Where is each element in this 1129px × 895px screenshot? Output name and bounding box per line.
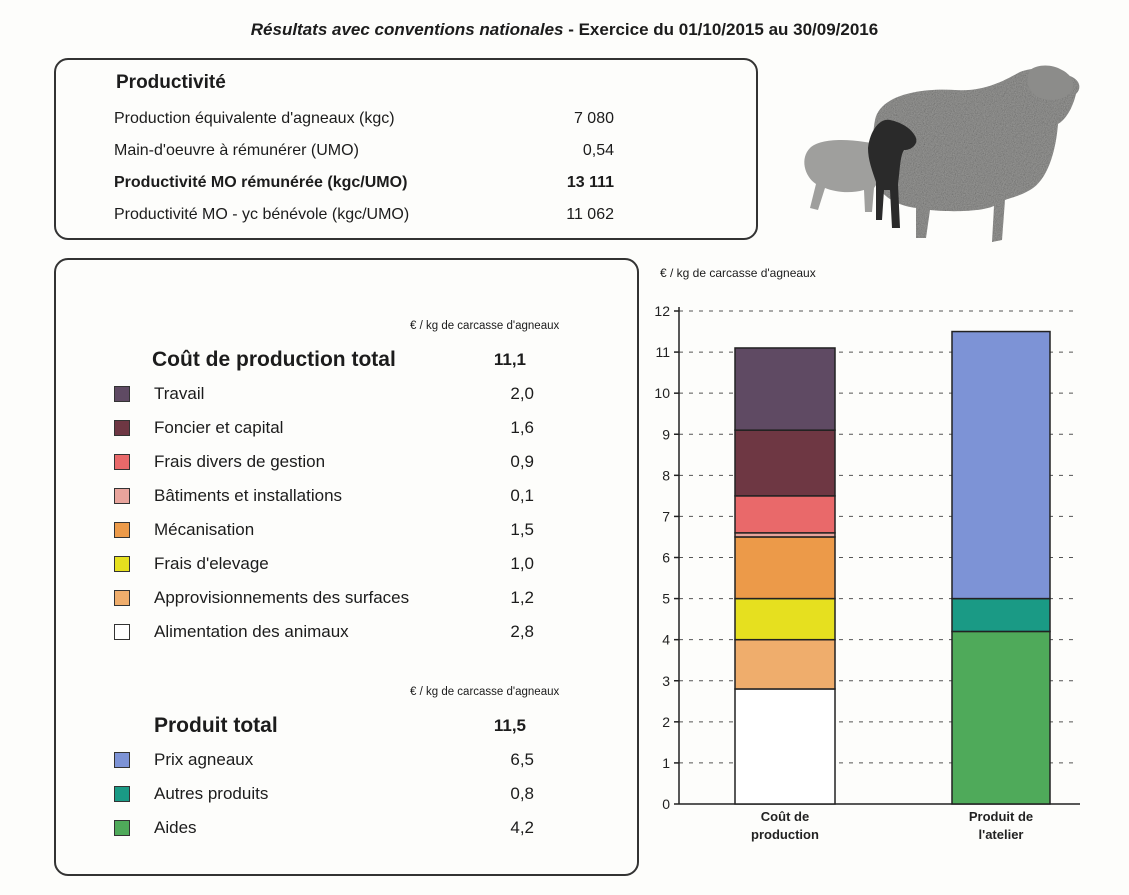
cost-total-title: Coût de production total [152, 348, 396, 371]
bar-segment [951, 630, 1051, 805]
legend-label: Frais d'elevage [154, 554, 269, 573]
productivity-row-production: Production équivalente d'agneaux (kgc) 7… [114, 110, 614, 132]
header-title: Résultats avec conventions nationales [250, 20, 564, 39]
legend-value: 1,0 [510, 554, 534, 573]
bar-segment [734, 495, 836, 534]
cost-total-value: 11,1 [493, 350, 526, 369]
y-tick-label: 9 [662, 426, 670, 442]
legend-item-aides: Aides 4,2 [114, 818, 534, 842]
y-tick-label: 6 [662, 550, 670, 566]
legend-swatch [114, 420, 130, 436]
y-tick-label: 4 [662, 632, 670, 648]
x-category-label: Produit de [969, 809, 1033, 824]
bar-segment [734, 429, 836, 497]
legend-item-foncier: Foncier et capital 1,6 [114, 418, 534, 442]
legend-label: Approvisionnements des surfaces [154, 588, 410, 607]
legend-item-mecanisation: Mécanisation 1,5 [114, 520, 534, 544]
productivity-label: Production équivalente d'agneaux (kgc) [114, 110, 395, 127]
legend-label: Travail [154, 384, 205, 403]
productivity-row-total-labour: Productivité MO - yc bénévole (kgc/UMO) … [114, 206, 614, 228]
legend-label: Alimentation des animaux [154, 622, 349, 641]
legend-swatch [114, 454, 130, 470]
legend-label: Mécanisation [154, 520, 255, 539]
y-tick-label: 7 [662, 508, 670, 524]
productivity-heading: Productivité [116, 72, 226, 93]
page-header: Résultats avec conventions nationales - … [0, 20, 1129, 40]
legend-swatch [114, 624, 130, 640]
productivity-value: 13 111 [566, 174, 614, 191]
legend-swatch [114, 590, 130, 606]
y-tick-label: 12 [654, 303, 670, 319]
legend-value: 1,2 [510, 588, 534, 607]
productivity-label: Productivité MO rémunérée (kgc/UMO) [114, 174, 408, 191]
legend-item-approvisionnements: Approvisionnements des surfaces 1,2 [114, 588, 534, 612]
productivity-row-labour: Main-d'oeuvre à rémunérer (UMO) 0,54 [114, 142, 614, 164]
bar-segment [734, 597, 836, 641]
productivity-label: Main-d'oeuvre à rémunérer (UMO) [114, 142, 359, 159]
cost-legend-panel: € / kg de carcasse d'agneaux Coût de pro… [54, 258, 639, 876]
legend-value: 2,8 [510, 622, 534, 641]
legend-value: 4,2 [510, 818, 534, 837]
y-tick-label: 1 [662, 755, 670, 771]
legend-label: Frais divers de gestion [154, 452, 326, 471]
productivity-row-paid-labour: Productivité MO rémunérée (kgc/UMO) 13 1… [114, 174, 614, 196]
legend-item-prix-agneaux: Prix agneaux 6,5 [114, 750, 534, 774]
legend-swatch [114, 488, 130, 504]
productivity-value: 0,54 [582, 142, 614, 159]
bar-segment [951, 330, 1051, 600]
chart-y-unit-label: € / kg de carcasse d'agneaux [660, 266, 816, 280]
legend-swatch [114, 556, 130, 572]
y-tick-label: 5 [662, 591, 670, 607]
x-category-label: production [751, 827, 819, 842]
legend-label: Bâtiments et installations [154, 486, 343, 505]
legend-value: 6,5 [510, 750, 534, 769]
bar-segment [951, 597, 1051, 633]
legend-label: Autres produits [154, 784, 269, 803]
legend-item-frais-divers: Frais divers de gestion 0,9 [114, 452, 534, 476]
legend-value: 1,5 [510, 520, 534, 539]
legend-item-frais-elevage: Frais d'elevage 1,0 [114, 554, 534, 578]
legend-item-alimentation: Alimentation des animaux 2,8 [114, 622, 534, 646]
legend-swatch [114, 522, 130, 538]
productivity-value: 7 080 [573, 110, 614, 127]
legend-value: 0,8 [510, 784, 534, 803]
y-tick-label: 8 [662, 467, 670, 483]
legend-label: Aides [154, 818, 197, 837]
legend-label: Foncier et capital [154, 418, 284, 437]
y-tick-label: 10 [654, 385, 670, 401]
bar-segment [734, 347, 836, 431]
legend-swatch [114, 386, 130, 402]
bar-segment [734, 638, 836, 690]
cost-unit-note: € / kg de carcasse d'agneaux [410, 320, 560, 332]
legend-value: 1,6 [510, 418, 534, 437]
legend-swatch [114, 786, 130, 802]
legend-item-autres-produits: Autres produits 0,8 [114, 784, 534, 808]
bar-segment [734, 688, 836, 805]
legend-item-travail: Travail 2,0 [114, 384, 534, 408]
y-tick-label: 0 [662, 796, 670, 812]
y-tick-label: 3 [662, 673, 670, 689]
legend-swatch [114, 820, 130, 836]
header-period: Exercice du 01/10/2015 au 30/09/2016 [578, 20, 879, 39]
legend-label: Prix agneaux [154, 750, 254, 769]
y-tick-label: 11 [655, 344, 670, 360]
header-separator: - [563, 20, 579, 39]
product-total-title: Produit total [154, 714, 278, 737]
y-tick-label: 2 [662, 714, 670, 730]
productivity-label: Productivité MO - yc bénévole (kgc/UMO) [114, 206, 410, 223]
productivity-value: 11 062 [566, 206, 614, 223]
productivity-panel: Productivité Production équivalente d'ag… [54, 58, 758, 240]
product-total-value: 11,5 [493, 716, 526, 735]
sheep-and-lamb-icon [804, 65, 1080, 242]
x-category-label: Coût de [761, 809, 809, 824]
product-unit-note: € / kg de carcasse d'agneaux [410, 686, 560, 698]
legend-item-batiments: Bâtiments et installations 0,1 [114, 486, 534, 510]
legend-swatch [114, 752, 130, 768]
legend-value: 2,0 [510, 384, 534, 403]
x-category-label: l'atelier [978, 827, 1023, 842]
legend-value: 0,9 [510, 452, 534, 471]
bar-segment [734, 536, 836, 600]
legend-value: 0,1 [510, 486, 534, 505]
